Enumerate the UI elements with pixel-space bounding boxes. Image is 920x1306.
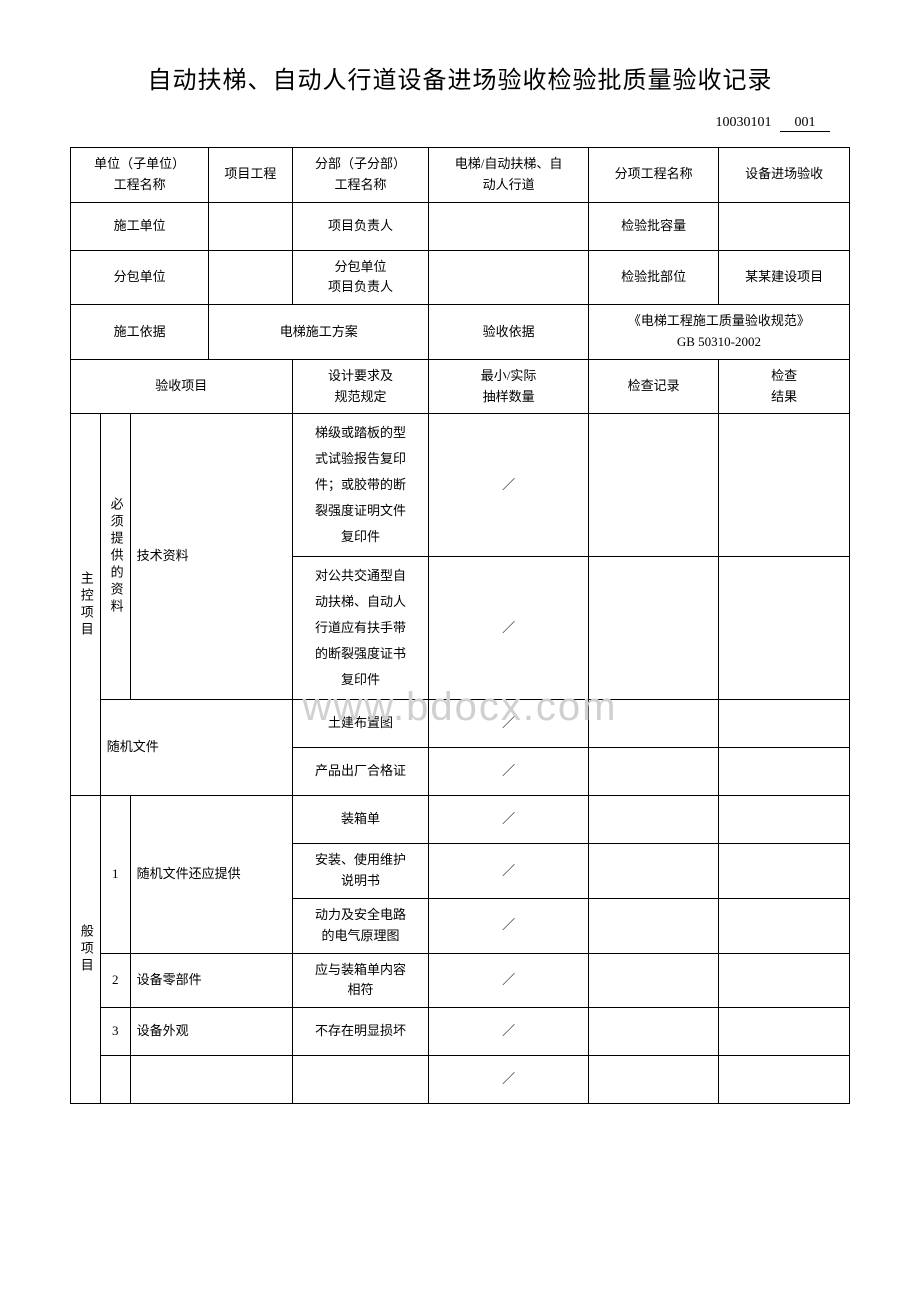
random-docs-record1 [588, 700, 719, 748]
item-project-value: 设备进场验收 [719, 148, 850, 203]
random-docs-extra-req3: 动力及安全电路 的电气原理图 [292, 898, 429, 953]
sample-qty-label: 最小/实际 抽样数量 [429, 359, 588, 414]
page: www.bdocx.com 自动扶梯、自动人行道设备进场验收检验批质量验收记录 … [70, 60, 850, 1104]
tech-docs-qty2: ／ [429, 557, 588, 700]
construction-unit-value [209, 202, 292, 250]
random-docs-record2 [588, 748, 719, 796]
tech-docs-req2: 对公共交通型自 动扶梯、自动人 行道应有扶手带 的断裂强度证书 复印件 [292, 557, 429, 700]
construction-basis-label: 施工依据 [71, 305, 209, 360]
empty-name [130, 1056, 292, 1104]
subcontract-unit-label: 分包单位 [71, 250, 209, 305]
empty-num [100, 1056, 130, 1104]
construction-basis-value: 电梯施工方案 [209, 305, 429, 360]
doc-seq: 001 [780, 115, 830, 132]
tech-docs-result2 [719, 557, 850, 700]
batch-location-value: 某某建设项目 [719, 250, 850, 305]
main-control-label: 主控项目 [71, 414, 101, 796]
random-docs-extra-result2 [719, 844, 850, 899]
unit-project-value: 项目工程 [209, 148, 292, 203]
inspection-table: 单位（子单位） 工程名称 项目工程 分部（子分部） 工程名称 电梯/自动扶梯、自… [70, 147, 850, 1104]
row-num-2: 2 [100, 953, 130, 1008]
random-docs-extra-record1 [588, 796, 719, 844]
document-number: 10030101 001 [70, 115, 850, 132]
random-docs-qty2: ／ [429, 748, 588, 796]
table-row: 随机文件 土建布置图 ／ [71, 700, 850, 748]
random-docs-result1 [719, 700, 850, 748]
random-docs-extra-name: 随机文件还应提供 [130, 796, 292, 953]
general-items-label: 般项目 [71, 796, 101, 1104]
row-num-1: 1 [100, 796, 130, 953]
header-row-5: 验收项目 设计要求及 规范规定 最小/实际 抽样数量 检查记录 检查 结果 [71, 359, 850, 414]
tech-docs-record1 [588, 414, 719, 557]
random-docs-extra-req2: 安装、使用维护 说明书 [292, 844, 429, 899]
doc-code: 10030101 [716, 115, 772, 130]
equipment-appearance-name: 设备外观 [130, 1008, 292, 1056]
acceptance-basis-value: 《电梯工程施工质量验收规范》 GB 50310-2002 [588, 305, 849, 360]
random-docs-extra-qty3: ／ [429, 898, 588, 953]
random-docs-qty1: ／ [429, 700, 588, 748]
random-docs-extra-qty2: ／ [429, 844, 588, 899]
required-docs-label: 必须提供的资料 [100, 414, 130, 700]
header-row-2: 施工单位 项目负责人 检验批容量 [71, 202, 850, 250]
equipment-appearance-result [719, 1008, 850, 1056]
random-docs-result2 [719, 748, 850, 796]
equipment-appearance-record [588, 1008, 719, 1056]
empty-result [719, 1056, 850, 1104]
document-title: 自动扶梯、自动人行道设备进场验收检验批质量验收记录 [70, 60, 850, 95]
acceptance-basis-label: 验收依据 [429, 305, 588, 360]
batch-location-label: 检验批部位 [588, 250, 719, 305]
random-docs-extra-req1: 装箱单 [292, 796, 429, 844]
random-docs-name: 随机文件 [100, 700, 292, 796]
equipment-parts-qty: ／ [429, 953, 588, 1008]
item-project-label: 分项工程名称 [588, 148, 719, 203]
empty-req [292, 1056, 429, 1104]
empty-qty: ／ [429, 1056, 588, 1104]
tech-docs-name: 技术资料 [130, 414, 292, 700]
random-docs-extra-result3 [719, 898, 850, 953]
table-row: 主控项目 必须提供的资料 技术资料 梯级或踏板的型 式试验报告复印 件；或胶带的… [71, 414, 850, 557]
tech-docs-qty1: ／ [429, 414, 588, 557]
tech-docs-req1: 梯级或踏板的型 式试验报告复印 件；或胶带的断 裂强度证明文件 复印件 [292, 414, 429, 557]
equipment-parts-record [588, 953, 719, 1008]
header-row-3: 分包单位 分包单位 项目负责人 检验批部位 某某建设项目 [71, 250, 850, 305]
table-row: ／ [71, 1056, 850, 1104]
random-docs-req1: 土建布置图 [292, 700, 429, 748]
random-docs-extra-record2 [588, 844, 719, 899]
equipment-parts-result [719, 953, 850, 1008]
sub-project-label: 分部（子分部） 工程名称 [292, 148, 429, 203]
empty-record [588, 1056, 719, 1104]
check-result-label: 检查 结果 [719, 359, 850, 414]
subcontract-unit-value [209, 250, 292, 305]
tech-docs-record2 [588, 557, 719, 700]
table-row: 般项目 1 随机文件还应提供 装箱单 ／ [71, 796, 850, 844]
batch-capacity-value [719, 202, 850, 250]
row-num-3: 3 [100, 1008, 130, 1056]
random-docs-extra-record3 [588, 898, 719, 953]
table-row: 2 设备零部件 应与装箱单内容 相符 ／ [71, 953, 850, 1008]
random-docs-extra-qty1: ／ [429, 796, 588, 844]
random-docs-extra-result1 [719, 796, 850, 844]
equipment-appearance-req: 不存在明显损坏 [292, 1008, 429, 1056]
design-req-label: 设计要求及 规范规定 [292, 359, 429, 414]
sub-project-value: 电梯/自动扶梯、自 动人行道 [429, 148, 588, 203]
subcontract-leader-value [429, 250, 588, 305]
tech-docs-result1 [719, 414, 850, 557]
table-row: 3 设备外观 不存在明显损坏 ／ [71, 1008, 850, 1056]
equipment-appearance-qty: ／ [429, 1008, 588, 1056]
check-record-label: 检查记录 [588, 359, 719, 414]
random-docs-req2: 产品出厂合格证 [292, 748, 429, 796]
equipment-parts-name: 设备零部件 [130, 953, 292, 1008]
unit-project-label: 单位（子单位） 工程名称 [71, 148, 209, 203]
project-leader-label: 项目负责人 [292, 202, 429, 250]
subcontract-leader-label: 分包单位 项目负责人 [292, 250, 429, 305]
batch-capacity-label: 检验批容量 [588, 202, 719, 250]
project-leader-value [429, 202, 588, 250]
acceptance-item-label: 验收项目 [71, 359, 293, 414]
header-row-4: 施工依据 电梯施工方案 验收依据 《电梯工程施工质量验收规范》 GB 50310… [71, 305, 850, 360]
header-row-1: 单位（子单位） 工程名称 项目工程 分部（子分部） 工程名称 电梯/自动扶梯、自… [71, 148, 850, 203]
equipment-parts-req: 应与装箱单内容 相符 [292, 953, 429, 1008]
construction-unit-label: 施工单位 [71, 202, 209, 250]
